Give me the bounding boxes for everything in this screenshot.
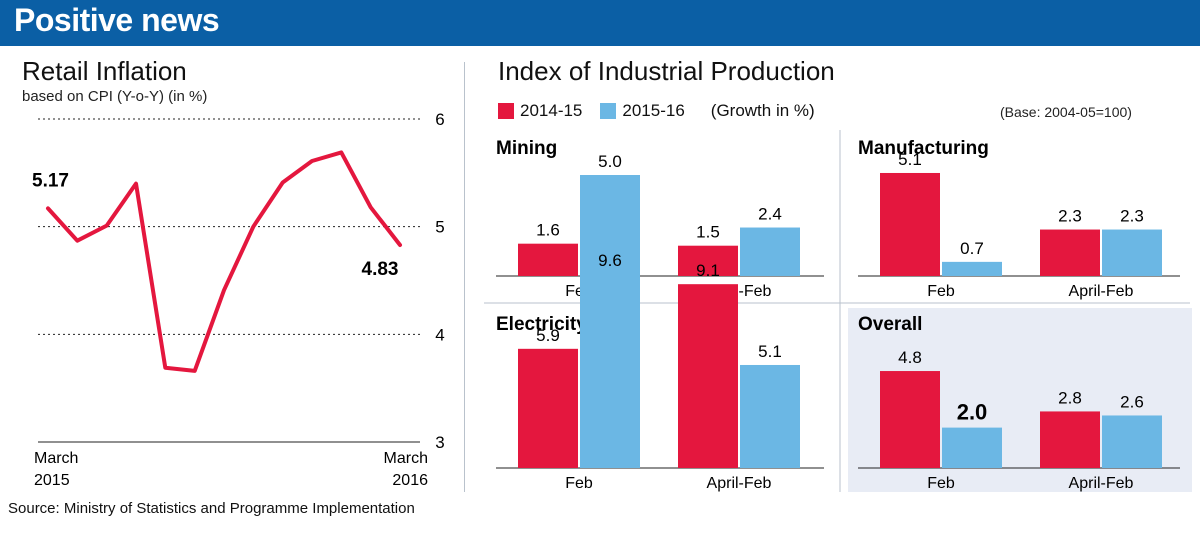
bar-value-label: 4.8 <box>898 348 922 367</box>
retail-inflation-subtitle: based on CPI (Y-o-Y) (in %) <box>22 88 208 105</box>
bar-value-label: 2.3 <box>1058 207 1082 226</box>
bar-value-label: 2.6 <box>1120 392 1144 411</box>
bar-manufacturing-april-feb-2015-16 <box>1102 229 1162 276</box>
source-note: Source: Ministry of Statistics and Progr… <box>8 500 415 517</box>
data-label-end: 4.83 <box>362 259 399 280</box>
bar-overall-feb-2015-16 <box>942 427 1002 468</box>
base-note: (Base: 2004-05=100) <box>1000 104 1132 120</box>
retail-inflation-title: Retail Inflation <box>22 56 187 86</box>
bar-panel-title-manufacturing: Manufacturing <box>858 138 989 159</box>
legend-swatch-2015-16 <box>600 103 617 119</box>
bar-value-label: 2.3 <box>1120 207 1144 226</box>
bar-mining-april-feb-2014-15 <box>678 245 738 276</box>
legend-label-2014-15: 2014-15 <box>520 101 583 120</box>
x-tick-label-start-year: 2015 <box>34 472 70 489</box>
bar-value-label: 9.6 <box>598 251 622 270</box>
x-tick-label-end-month: March <box>384 450 428 467</box>
bar-overall-april-feb-2014-15 <box>1040 411 1100 468</box>
bar-value-label: 2.0 <box>957 400 988 425</box>
x-tick-label-start-month: March <box>34 450 78 467</box>
bar-panel-title-electricity: Electricity <box>496 314 587 335</box>
y-tick-label: 5 <box>435 218 444 237</box>
bar-category-label: Feb <box>927 475 955 492</box>
bar-category-label: Feb <box>927 283 955 300</box>
bar-panel-title-mining: Mining <box>496 138 557 159</box>
panel-divider <box>464 62 465 492</box>
legend-item-2015-16: 2015-16 <box>600 101 685 121</box>
bar-value-label: 9.1 <box>696 261 720 280</box>
bar-value-label: 5.9 <box>536 326 560 345</box>
iip-legend: 2014-15 2015-16 (Growth in %) <box>498 100 815 122</box>
bar-electricity-feb-2014-15 <box>518 348 578 468</box>
y-tick-label: 4 <box>435 325 444 344</box>
bar-value-label: 1.6 <box>536 221 560 240</box>
y-tick-label: 3 <box>435 433 444 452</box>
bar-category-label: April-Feb <box>707 475 772 492</box>
bar-overall-april-feb-2015-16 <box>1102 415 1162 468</box>
bar-electricity-feb-2015-16 <box>580 274 640 468</box>
banner-title: Positive news <box>14 2 220 38</box>
bar-value-label: 0.7 <box>960 239 984 258</box>
bar-electricity-april-feb-2014-15 <box>678 284 738 468</box>
bar-mining-april-feb-2015-16 <box>740 227 800 276</box>
bar-value-label: 5.1 <box>758 342 782 361</box>
header-banner: Positive news <box>0 0 1200 46</box>
inflation-line <box>46 150 402 373</box>
bar-category-label: Feb <box>565 475 593 492</box>
x-tick-label-end-year: 2016 <box>392 472 428 489</box>
legend-swatch-2014-15 <box>498 103 514 119</box>
legend-label-2015-16: 2015-16 <box>622 101 685 120</box>
bar-panel-title-overall: Overall <box>858 314 922 335</box>
bar-category-label: April-Feb <box>1069 475 1134 492</box>
bar-manufacturing-feb-2014-15 <box>880 172 940 276</box>
bar-value-label: 2.8 <box>1058 388 1082 407</box>
bar-value-label: 1.5 <box>696 223 720 242</box>
bar-manufacturing-feb-2015-16 <box>942 261 1002 276</box>
bar-value-label: 5.1 <box>898 150 922 169</box>
bar-value-label: 2.4 <box>758 205 782 224</box>
legend-item-2014-15: 2014-15 <box>498 101 582 121</box>
bar-manufacturing-april-feb-2014-15 <box>1040 229 1100 276</box>
growth-note: (Growth in %) <box>710 101 815 120</box>
bar-value-label: 5.0 <box>598 152 622 171</box>
bar-mining-feb-2014-15 <box>518 243 578 276</box>
bar-category-label: April-Feb <box>1069 283 1134 300</box>
y-tick-label: 6 <box>435 110 444 129</box>
iip-title: Index of Industrial Production <box>498 56 835 86</box>
data-label-start: 5.17 <box>32 170 69 191</box>
bar-electricity-april-feb-2015-16 <box>740 364 800 468</box>
bar-mining-feb-2015-16 <box>580 175 640 276</box>
bar-overall-feb-2014-15 <box>880 371 940 468</box>
